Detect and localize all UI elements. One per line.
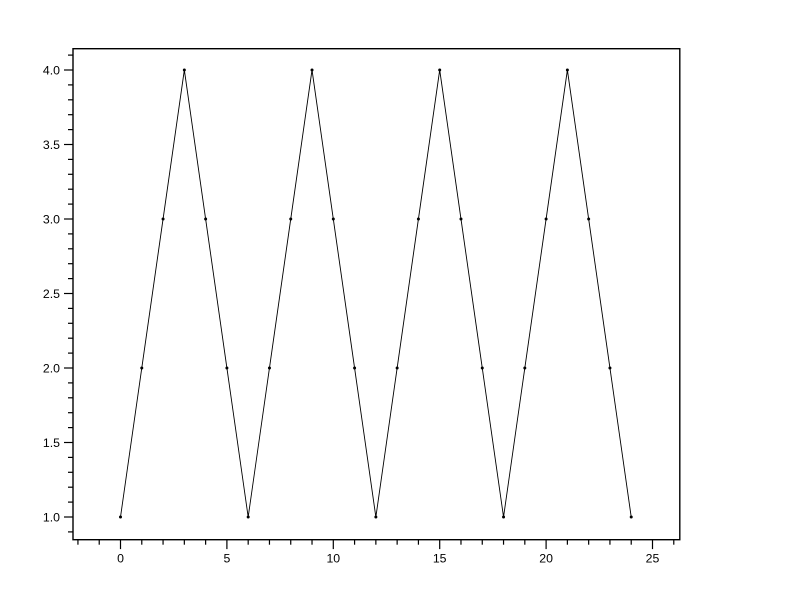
svg-text:4.0: 4.0: [43, 63, 60, 77]
svg-text:1.5: 1.5: [43, 436, 60, 450]
svg-text:2.0: 2.0: [43, 361, 60, 375]
svg-text:5: 5: [223, 552, 230, 566]
svg-text:3.5: 3.5: [43, 138, 60, 152]
svg-text:15: 15: [433, 552, 447, 566]
svg-text:2.5: 2.5: [43, 287, 60, 301]
svg-text:0: 0: [117, 552, 124, 566]
svg-text:10: 10: [326, 552, 340, 566]
svg-text:20: 20: [539, 552, 553, 566]
svg-text:1.0: 1.0: [43, 510, 60, 524]
svg-text:25: 25: [646, 552, 660, 566]
svg-text:3.0: 3.0: [43, 212, 60, 226]
